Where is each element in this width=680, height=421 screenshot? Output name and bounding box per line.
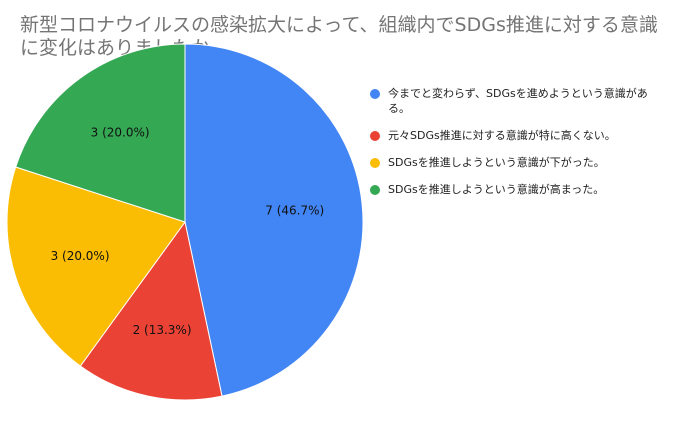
legend-label: SDGsを推進しようという意識が下がった。 (388, 156, 605, 169)
legend-item-same[interactable]: 今までと変わらず、SDGsを進めようという意識がある。 (368, 86, 668, 116)
legend-swatch-red (370, 131, 380, 141)
pie-slice[interactable] (15, 43, 186, 223)
legend-item-not-high[interactable]: 元々SDGs推進に対する意識が特に高くない。 (368, 128, 668, 143)
slice-label: 3 (20.0%) (91, 126, 150, 140)
legend-label: SDGsを推進しようという意識が高まった。 (388, 183, 605, 196)
legend-swatch-yellow (370, 158, 380, 168)
legend-swatch-green (370, 185, 380, 195)
legend-item-decreased[interactable]: SDGsを推進しようという意識が下がった。 (368, 155, 668, 170)
pie-slice[interactable] (184, 43, 364, 397)
slice-label: 7 (46.7%) (265, 203, 324, 217)
legend-item-increased[interactable]: SDGsを推進しようという意識が高まった。 (368, 182, 668, 197)
legend: 今までと変わらず、SDGsを進めようという意識がある。 元々SDGs推進に対する… (368, 86, 668, 209)
pie-slice[interactable] (6, 166, 186, 367)
slice-label: 2 (13.3%) (133, 323, 192, 337)
legend-label: 元々SDGs推進に対する意識が特に高くない。 (388, 129, 616, 142)
legend-swatch-blue (370, 89, 380, 99)
chart-title-line-1: 新型コロナウイルスの感染拡大によって、組織内でSDGs推進に対する意識 (20, 14, 658, 36)
pie-slice[interactable] (79, 220, 223, 401)
slice-label: 3 (20.0%) (51, 249, 110, 263)
legend-label: 今までと変わらず、SDGsを進めようという意識がある。 (388, 87, 648, 115)
